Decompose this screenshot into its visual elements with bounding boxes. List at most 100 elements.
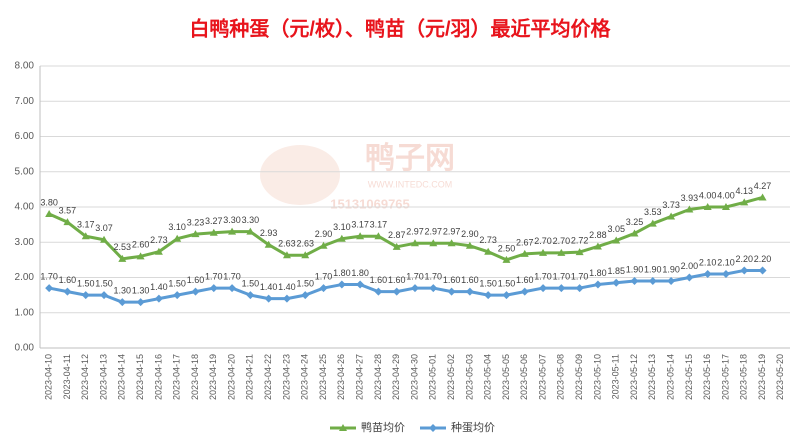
marker — [63, 218, 72, 226]
marker — [392, 287, 401, 296]
data-label: 3.27 — [205, 216, 223, 226]
data-label: 1.50 — [296, 279, 314, 289]
marker — [612, 236, 621, 244]
marker — [356, 280, 365, 289]
x-tick-label: 2023-04-12 — [80, 354, 90, 400]
x-tick-label: 2023-05-05 — [501, 354, 511, 400]
marker — [45, 284, 54, 293]
marker — [63, 287, 72, 296]
x-tick-label: 2023-04-30 — [409, 354, 419, 400]
data-label: 3.30 — [223, 215, 241, 225]
x-tick-label: 2023-05-17 — [720, 354, 730, 400]
data-label: 2.90 — [461, 229, 479, 239]
marker — [429, 284, 438, 293]
x-tick-label: 2023-04-26 — [336, 354, 346, 400]
marker — [630, 229, 639, 237]
data-label: 1.80 — [333, 268, 351, 278]
data-label: 1.30 — [114, 286, 132, 296]
marker — [539, 248, 548, 256]
data-label: 2.63 — [278, 239, 296, 249]
x-tick-label: 2023-05-06 — [519, 354, 529, 400]
marker — [465, 287, 474, 296]
x-tick-label: 2023-04-16 — [153, 354, 163, 400]
watermark: 鸭子网 WWW.INTEDC.COM 15131069765 — [260, 142, 455, 211]
data-label: 3.80 — [40, 197, 58, 207]
x-tick-label: 2023-05-07 — [537, 354, 547, 400]
marker — [81, 232, 90, 240]
marker — [136, 252, 145, 260]
marker — [81, 291, 90, 300]
marker — [685, 205, 694, 213]
marker — [648, 277, 657, 286]
marker — [721, 203, 730, 210]
data-label: 1.50 — [77, 279, 95, 289]
data-label: 4.27 — [754, 181, 772, 191]
marker — [429, 239, 438, 247]
marker — [575, 284, 584, 293]
series-line — [48, 268, 763, 304]
marker — [557, 248, 566, 256]
data-label: 2.53 — [114, 242, 132, 252]
data-label: 2.70 — [534, 236, 552, 246]
marker — [502, 291, 511, 300]
data-label: 3.73 — [662, 200, 680, 210]
data-label: 2.72 — [571, 235, 589, 245]
marker — [118, 254, 127, 262]
marker — [319, 284, 328, 293]
data-label: 3.10 — [333, 222, 351, 232]
data-label: 2.70 — [553, 236, 571, 246]
data-label: 3.53 — [644, 207, 662, 217]
data-label: 3.25 — [626, 217, 644, 227]
marker — [282, 294, 291, 303]
data-label: 3.17 — [370, 220, 388, 230]
data-label: 2.67 — [516, 237, 534, 247]
x-tick-label: 2023-04-14 — [117, 354, 127, 400]
marker — [337, 234, 346, 242]
marker — [557, 284, 566, 293]
data-label: 2.97 — [406, 227, 424, 237]
marker — [703, 269, 712, 278]
marker — [593, 242, 602, 250]
legend-label: 鸭苗均价 — [361, 421, 405, 434]
x-tick-label: 2023-05-15 — [684, 354, 694, 400]
data-label: 1.80 — [589, 268, 607, 278]
data-label: 2.90 — [315, 229, 333, 239]
watermark-text: WWW.INTEDC.COM — [368, 179, 453, 189]
x-tick-label: 2023-04-18 — [190, 354, 200, 400]
marker — [374, 232, 383, 240]
data-label: 1.50 — [95, 279, 113, 289]
marker — [520, 249, 529, 257]
data-label: 1.60 — [187, 275, 205, 285]
data-label: 2.20 — [736, 254, 754, 264]
data-label: 3.07 — [95, 223, 113, 233]
marker — [228, 227, 237, 235]
marker — [173, 291, 182, 300]
x-tick-label: 2023-04-10 — [44, 354, 54, 400]
marker — [246, 227, 255, 235]
marker — [721, 269, 730, 278]
data-label: 1.50 — [498, 279, 516, 289]
data-label: 1.60 — [461, 275, 479, 285]
x-tick-label: 2023-04-13 — [98, 354, 108, 400]
x-tick-label: 2023-05-14 — [665, 354, 675, 400]
marker — [429, 424, 437, 432]
x-tick-label: 2023-04-11 — [62, 354, 72, 399]
x-tick-label: 2023-04-27 — [354, 354, 364, 400]
data-label: 3.17 — [351, 220, 369, 230]
series-line — [48, 196, 763, 262]
data-label: 2.97 — [425, 227, 443, 237]
data-label: 2.60 — [132, 240, 150, 250]
data-label: 1.40 — [278, 282, 296, 292]
marker — [667, 212, 676, 220]
data-label: 2.73 — [479, 235, 497, 245]
marker — [758, 266, 767, 275]
watermark-logo — [260, 145, 340, 205]
x-tick-label: 2023-04-29 — [391, 354, 401, 400]
data-label: 1.85 — [607, 266, 625, 276]
marker — [228, 284, 237, 293]
marker — [209, 284, 218, 293]
x-tick-label: 2023-05-18 — [739, 354, 749, 400]
x-tick-label: 2023-05-16 — [702, 354, 712, 400]
data-label: 1.80 — [351, 268, 369, 278]
